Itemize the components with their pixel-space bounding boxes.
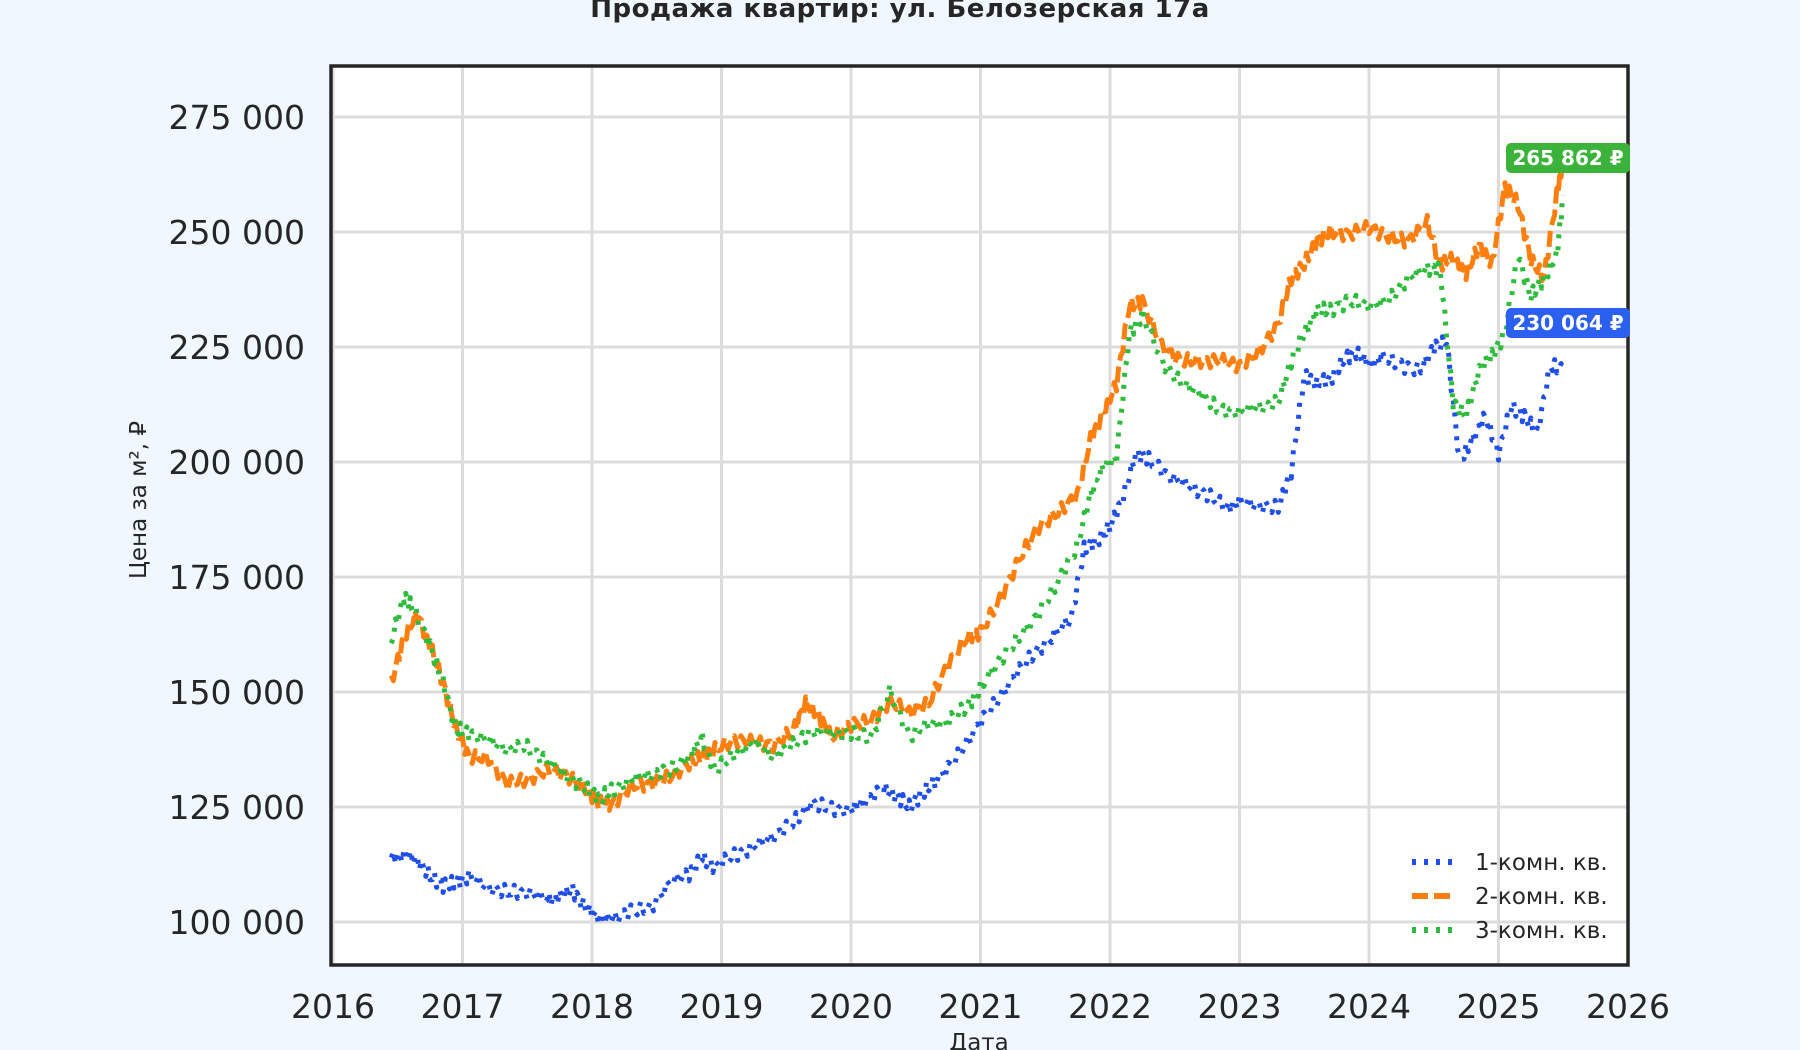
x-axis-ticks: 2016 2017 2018 2019 2020 2021 2022 2023 2024 2025… <box>291 987 1670 1026</box>
y-tick-label: 275 000 <box>169 98 305 137</box>
y-axis-ticks: 100 000 125 000 150 000 175 000 200 000 225 0… <box>169 98 305 942</box>
legend-item-label: 3-комн. кв. <box>1475 918 1608 944</box>
plot-frame <box>329 64 1630 967</box>
y-tick-label: 200 000 <box>169 443 305 482</box>
last-value-text: 230 064 ₽ <box>1512 311 1623 335</box>
y-tick-label: 225 000 <box>169 328 305 367</box>
legend-item-label: 2-комн. кв. <box>1475 884 1608 910</box>
x-tick-label: 2016 <box>291 987 375 1026</box>
x-tick-label: 2025 <box>1457 987 1541 1026</box>
legend-item-label: 1-комн. кв. <box>1475 850 1608 876</box>
chart-title: Продажа квартир: ул. Белозерская 17а <box>590 0 1210 24</box>
series-line-2 <box>388 157 1566 813</box>
x-tick-label: 2019 <box>680 987 764 1026</box>
series-line-3 <box>388 194 1566 807</box>
x-tick-label: 2026 <box>1586 987 1670 1026</box>
x-tick-label: 2024 <box>1327 987 1411 1026</box>
x-axis-label: Дата <box>949 1030 1009 1050</box>
series-layer <box>388 157 1566 928</box>
y-tick-label: 125 000 <box>169 788 305 827</box>
legend: 1-комн. кв. 2-комн. кв. 3-комн. кв. <box>1412 850 1608 944</box>
y-tick-label: 250 000 <box>169 213 305 252</box>
x-tick-label: 2018 <box>550 987 634 1026</box>
x-tick-label: 2023 <box>1198 987 1282 1026</box>
y-tick-label: 100 000 <box>169 903 305 942</box>
last-value-text: 265 862 ₽ <box>1512 146 1623 170</box>
y-tick-label: 150 000 <box>169 673 305 712</box>
x-tick-label: 2017 <box>421 987 505 1026</box>
x-tick-label: 2022 <box>1068 987 1152 1026</box>
last-value-labels: 265 862 ₽ 230 064 ₽ <box>1506 143 1630 338</box>
grid <box>331 66 1630 965</box>
last-value-pill <box>1506 143 1630 173</box>
x-tick-label: 2020 <box>809 987 893 1026</box>
y-axis-label: Цена за м², ₽ <box>126 421 152 579</box>
last-value-pill <box>1506 308 1630 338</box>
x-tick-label: 2021 <box>939 987 1023 1026</box>
y-tick-label: 175 000 <box>169 558 305 597</box>
